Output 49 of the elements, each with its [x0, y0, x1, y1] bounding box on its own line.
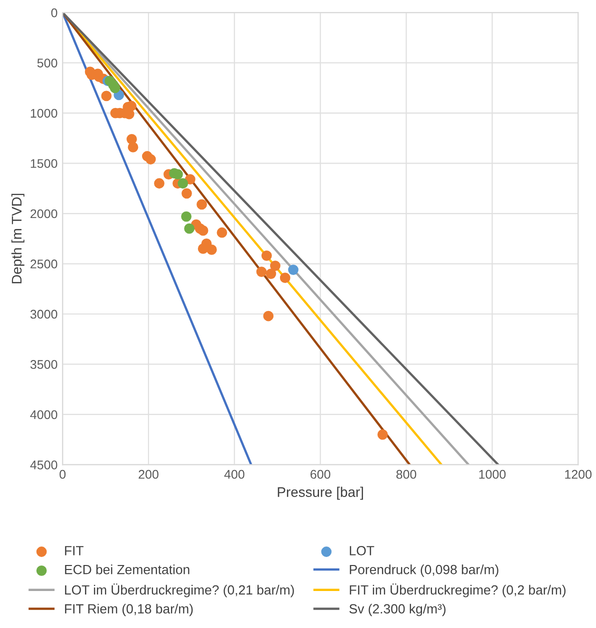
x-tick-label: 1000 — [479, 470, 506, 479]
legend-label: LOT — [350, 546, 374, 556]
point — [261, 250, 272, 261]
legend-label: LOT im Überdruckregime? (0,21 bar/m) — [65, 583, 294, 598]
y-tick-label: 3000 — [30, 310, 58, 319]
legend-label: FIT Riem (0,18 bar/m) — [65, 604, 193, 616]
point — [198, 225, 208, 236]
y-tick-label: 0 — [51, 8, 58, 18]
point — [288, 264, 298, 275]
x-tick-label: 400 — [224, 470, 244, 479]
x-tick-label: 600 — [310, 470, 330, 479]
x-tick-label: 200 — [138, 470, 158, 479]
y-tick-label: 2000 — [30, 209, 58, 218]
point — [377, 429, 388, 440]
y-tick-label: 500 — [37, 58, 58, 68]
x-tick-label: 0 — [60, 470, 66, 479]
x-tick-label: 1200 — [565, 470, 592, 479]
y-tick-label: 2500 — [30, 260, 58, 268]
point — [280, 272, 290, 284]
legend-label: Sv (2.300 kg/m³) — [349, 604, 446, 616]
legend-label: ECD bei Zementation — [65, 564, 190, 574]
legend-label: FIT — [65, 546, 84, 556]
point — [181, 211, 192, 222]
point — [198, 243, 208, 254]
point — [154, 178, 164, 189]
y-tick-label: 3500 — [30, 360, 58, 369]
y-axis-title: Depth [m TVD] — [11, 194, 24, 284]
point — [145, 154, 156, 164]
y-tick-label: 4000 — [30, 410, 58, 420]
x-tick-label: 800 — [396, 470, 416, 479]
legend-label: Porendruck (0,098 bar/m) — [350, 564, 498, 577]
point — [256, 266, 267, 277]
point — [178, 178, 188, 189]
point — [184, 223, 195, 234]
point — [216, 227, 228, 238]
y-tick-label: 1000 — [30, 108, 58, 118]
point — [196, 199, 207, 210]
y-tick-label: 4500 — [30, 460, 58, 470]
y-tick-label: 1500 — [30, 159, 58, 168]
point — [110, 82, 120, 94]
point — [263, 310, 274, 322]
legend-label: FIT im Überdruckregime? (0,2 bar/m) — [350, 583, 566, 598]
point — [270, 260, 280, 271]
point — [128, 142, 138, 152]
point — [101, 90, 112, 102]
point — [266, 268, 276, 280]
x-axis-title: Pressure [bar] — [278, 486, 363, 500]
point — [206, 244, 217, 255]
point — [182, 188, 192, 199]
